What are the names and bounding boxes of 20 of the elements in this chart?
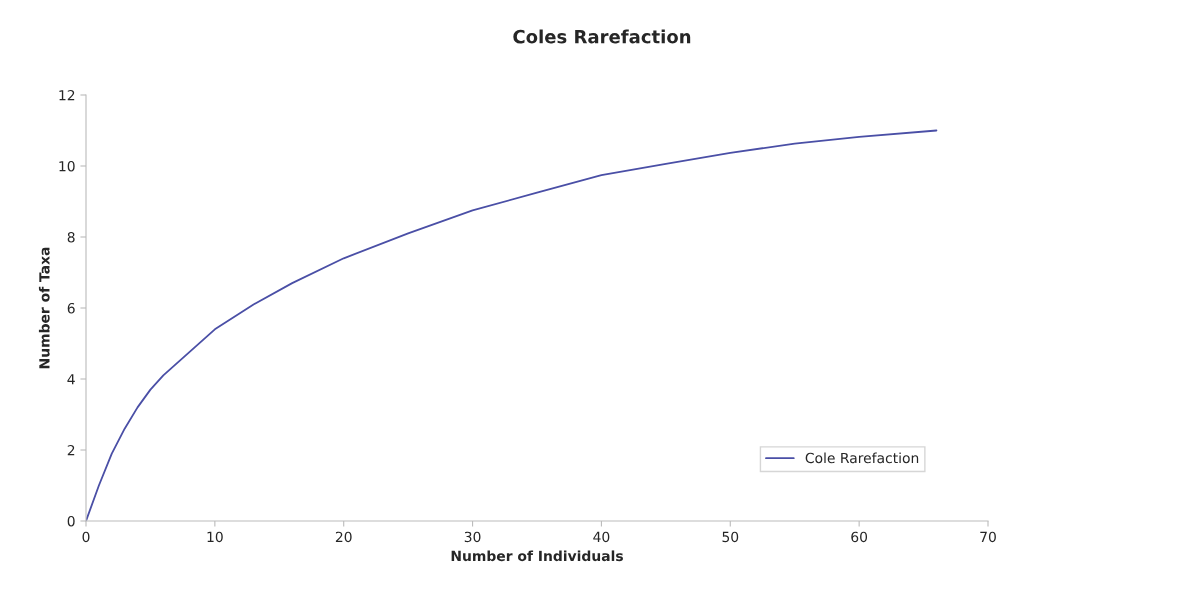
- y-tick-label: 4: [67, 374, 75, 385]
- y-tick-label: 8: [67, 231, 75, 243]
- x-tick-label: 0: [82, 531, 90, 543]
- x-tick-label: 20: [335, 531, 352, 543]
- y-tick-label: 10: [59, 160, 75, 172]
- x-tick-label: 50: [722, 531, 739, 543]
- legend-label: Cole Rarefaction: [805, 452, 919, 464]
- line-series: [86, 129, 938, 521]
- y-axis-title: Number of Taxa: [38, 247, 50, 369]
- y-tick-label: 0: [67, 515, 75, 527]
- x-tick-label: 70: [980, 531, 996, 543]
- x-tick-label: 30: [464, 531, 481, 543]
- x-tick-label: 60: [851, 531, 868, 543]
- x-axis-title: Number of Individuals: [451, 550, 623, 562]
- y-tick-label: 12: [59, 89, 75, 101]
- y-tick-label: 2: [67, 444, 75, 456]
- y-tick-label: 6: [67, 302, 75, 314]
- chart-title: Coles Rarefaction: [513, 29, 691, 44]
- x-tick-label: 40: [593, 531, 610, 543]
- x-tick-label: 10: [207, 531, 223, 543]
